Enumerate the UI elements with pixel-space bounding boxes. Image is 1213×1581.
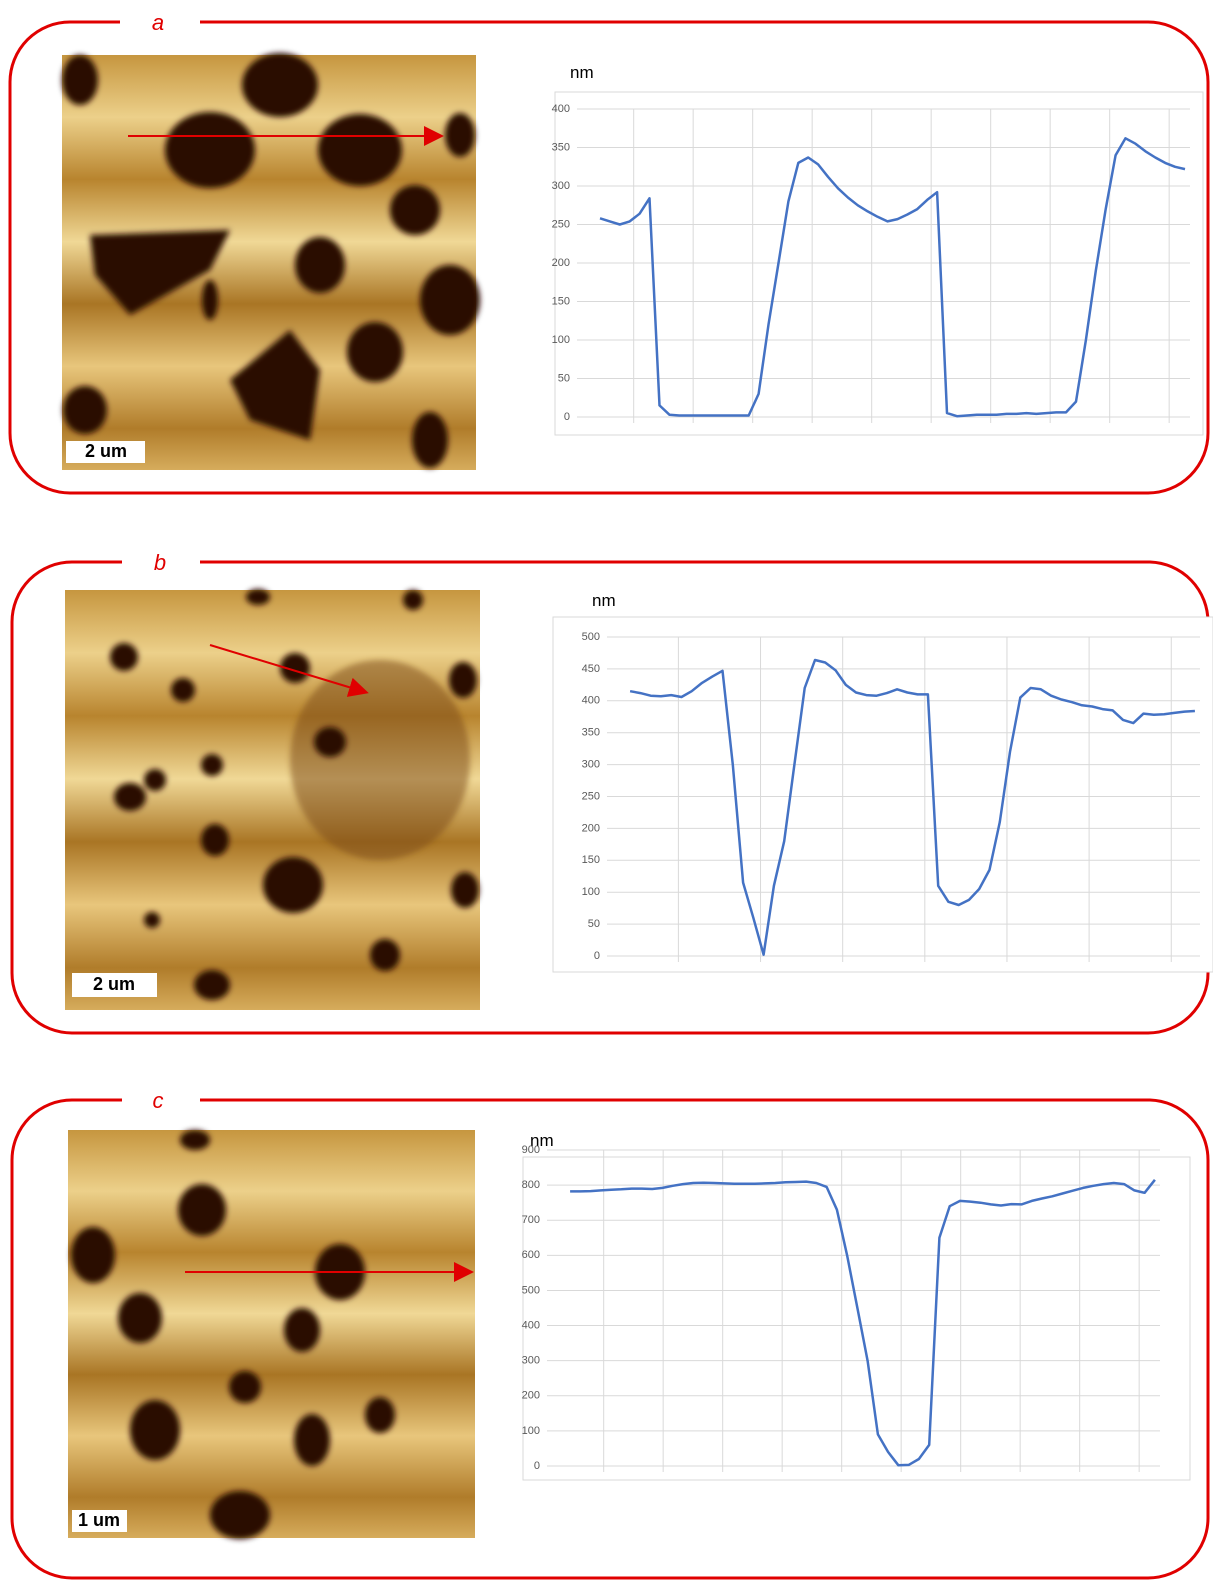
- y-tick-label: 100: [552, 334, 570, 346]
- profile-line: [599, 137, 1186, 418]
- y-tick-label: 200: [582, 822, 600, 834]
- chart-frame: [552, 616, 1213, 973]
- y-tick-label: 350: [552, 141, 570, 153]
- y-unit: nm: [530, 1131, 554, 1150]
- y-tick-label: 300: [552, 180, 570, 192]
- y-tick-label: 400: [552, 103, 570, 115]
- scale-bar-label: 1 um: [78, 1510, 120, 1530]
- y-tick-label: 0: [564, 411, 570, 423]
- panel-borders: [8, 20, 1210, 1580]
- y-tick-label: 0: [534, 1460, 540, 1472]
- y-tick-label: 400: [522, 1319, 540, 1331]
- panel-label: b: [154, 550, 166, 575]
- afm-image-b: [65, 589, 480, 1010]
- afm-image-c: [68, 1130, 475, 1539]
- y-tick-label: 400: [582, 695, 600, 707]
- panel-label: a: [152, 10, 164, 35]
- y-tick-label: 600: [522, 1249, 540, 1261]
- profile-line: [570, 1179, 1156, 1467]
- y-tick-label: 800: [522, 1179, 540, 1191]
- scale-bar-label: 2 um: [85, 441, 127, 461]
- y-tick-label: 700: [522, 1214, 540, 1226]
- y-tick-label: 250: [582, 790, 600, 802]
- y-tick-label: 450: [582, 663, 600, 675]
- y-tick-label: 350: [582, 727, 600, 739]
- y-tick-label: 100: [522, 1425, 540, 1437]
- y-unit: nm: [592, 591, 616, 610]
- profile-line: [629, 658, 1195, 956]
- y-tick-label: 50: [588, 918, 600, 930]
- y-tick-label: 200: [552, 257, 570, 269]
- panel-label: c: [153, 1088, 164, 1113]
- y-tick-label: 250: [552, 218, 570, 230]
- y-tick-label: 300: [582, 759, 600, 771]
- y-unit: nm: [570, 63, 594, 82]
- y-tick-label: 50: [558, 372, 570, 384]
- y-tick-label: 0: [594, 950, 600, 962]
- y-tick-label: 500: [582, 631, 600, 643]
- y-tick-label: 150: [552, 295, 570, 307]
- y-tick-label: 200: [522, 1390, 540, 1402]
- y-tick-label: 500: [522, 1284, 540, 1296]
- y-tick-label: 900: [522, 1144, 540, 1156]
- y-tick-label: 300: [522, 1355, 540, 1367]
- afm-image-a: [62, 53, 480, 470]
- chart-frame: [522, 1156, 1191, 1481]
- scale-bar-label: 2 um: [93, 974, 135, 994]
- y-tick-label: 150: [582, 854, 600, 866]
- y-tick-label: 100: [582, 886, 600, 898]
